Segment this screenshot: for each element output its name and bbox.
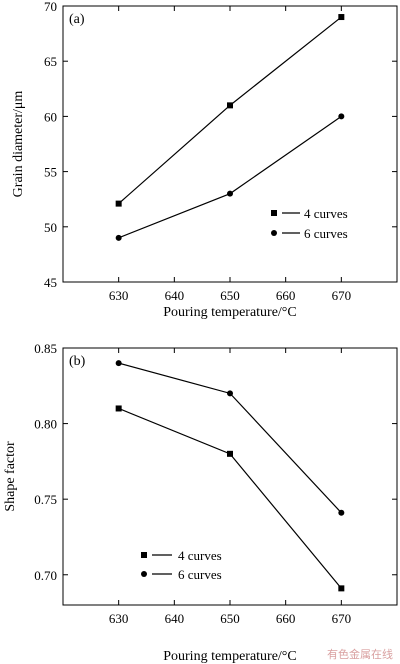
- legend-marker-square: [141, 552, 147, 558]
- legend-marker-square: [271, 210, 277, 216]
- series-line-6-curves: [118, 362, 342, 514]
- data-point-square: [338, 14, 345, 21]
- x-tick-label: 640: [165, 611, 185, 626]
- y-tick-label: 50: [44, 220, 57, 235]
- legend-label: 4 curves: [178, 548, 222, 563]
- panel-label: (b): [69, 354, 86, 369]
- x-axis-title: Pouring temperature/°C: [163, 649, 297, 664]
- series-line-4-curves: [118, 407, 342, 589]
- data-point-square: [115, 405, 122, 412]
- x-tick-label: 650: [220, 611, 240, 626]
- chart-panel-b: 630 640 650 660 670 0.70 0.75 0.80 0.85 Pouring t…: [3, 341, 398, 664]
- y-tick-label: 70: [44, 0, 57, 14]
- y-tick-label: 0.75: [34, 492, 57, 507]
- data-point-square: [338, 585, 345, 592]
- x-tick-label: 630: [109, 611, 129, 626]
- data-point-circle: [338, 113, 345, 120]
- y-axis-title: Grain diameter/μm: [11, 91, 26, 198]
- y-axis-title: Shape factor: [3, 441, 18, 512]
- y-tick-label: 60: [44, 109, 57, 124]
- panel-label: (a): [69, 12, 85, 27]
- legend-marker-circle: [141, 571, 147, 577]
- x-tick-label: 670: [332, 288, 352, 303]
- legend-marker-circle: [271, 230, 277, 236]
- series-line-4-curves: [118, 16, 342, 205]
- x-tick-label: 650: [220, 288, 240, 303]
- data-point-circle: [338, 509, 345, 516]
- data-point-square: [227, 102, 233, 109]
- x-axis-title: Pouring temperature/°C: [163, 305, 297, 320]
- x-tick-label: 670: [332, 611, 352, 626]
- x-tick-label: 660: [276, 611, 296, 626]
- x-tick-label: 640: [165, 288, 185, 303]
- y-tick-label: 0.70: [34, 568, 57, 583]
- y-tick-label: 45: [44, 275, 57, 290]
- y-tick-label: 0.85: [34, 341, 57, 356]
- x-tick-label: 630: [109, 288, 129, 303]
- data-point-circle: [115, 234, 122, 241]
- y-tick-label: 0.80: [34, 417, 57, 432]
- data-point-circle: [227, 390, 233, 397]
- data-point-square: [115, 200, 122, 207]
- data-point-square: [227, 450, 233, 457]
- legend-label: 6 curves: [178, 567, 222, 582]
- x-tick-label: 660: [276, 288, 296, 303]
- y-tick-label: 65: [44, 54, 57, 69]
- chart-panel-a: 630 640 650 660 670 45 50 55 60 65 70 Pouring tempe…: [11, 0, 398, 320]
- plot-frame: [62, 347, 398, 606]
- legend-label: 4 curves: [304, 206, 348, 221]
- data-point-circle: [227, 190, 233, 197]
- data-point-circle: [115, 360, 122, 367]
- y-tick-label: 55: [44, 165, 57, 180]
- watermark: 有色金属在线: [327, 647, 393, 661]
- legend-label: 6 curves: [304, 226, 348, 241]
